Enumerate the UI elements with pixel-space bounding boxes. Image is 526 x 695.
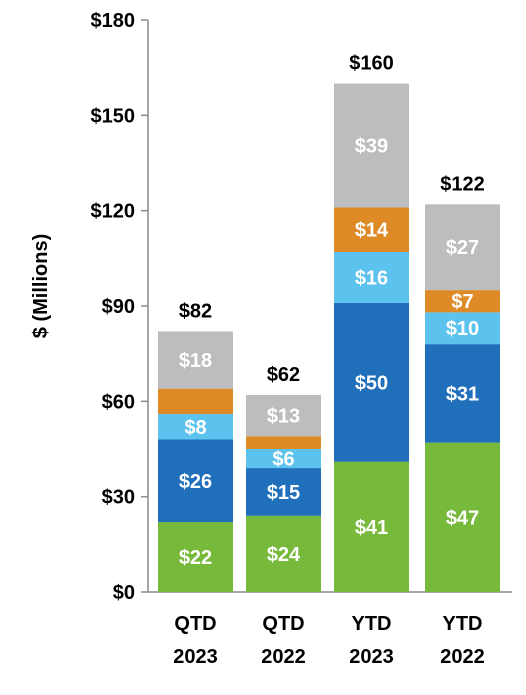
bar-segment-label: $15 <box>267 482 300 504</box>
bar-segment <box>334 207 409 252</box>
bar-segment <box>158 522 233 592</box>
bar-segment-label: $26 <box>179 471 212 493</box>
bar-segment <box>425 442 500 592</box>
y-tick-label: $90 <box>102 296 135 318</box>
bar-segment <box>425 312 500 345</box>
y-tick-label: $0 <box>113 582 135 604</box>
bar-segment <box>246 515 321 592</box>
bar-segment <box>246 449 321 469</box>
x-tick-label: 2023 <box>349 646 394 668</box>
bar-segment <box>334 251 409 303</box>
x-tick-label: 2023 <box>173 646 218 668</box>
y-tick-label: $30 <box>102 487 135 509</box>
bar-segment-label: $22 <box>179 547 212 569</box>
bar-segment <box>158 439 233 523</box>
x-tick-label: QTD <box>262 613 304 635</box>
bar-segment-label: $50 <box>355 372 388 394</box>
bar-segment-label: $13 <box>267 406 300 428</box>
bar-segment-label: $7 <box>451 291 473 313</box>
bar-segment-label: $16 <box>355 267 388 289</box>
x-tick-label: YTD <box>443 613 483 635</box>
bar-segment-label: $18 <box>179 350 212 372</box>
bar-total-label: $122 <box>440 173 485 195</box>
bar-segment-label: $10 <box>446 318 479 340</box>
bar-segment-label: $47 <box>446 507 479 529</box>
bar-segment <box>425 290 500 313</box>
bar-segment <box>334 302 409 462</box>
x-tick-label: 2022 <box>440 646 485 668</box>
bar-segment <box>158 414 233 440</box>
y-tick-label: $180 <box>91 10 136 32</box>
x-tick-label: QTD <box>174 613 216 635</box>
bar-segment <box>246 394 321 437</box>
bar-segment-label: $41 <box>355 517 388 539</box>
bar-segment <box>158 331 233 389</box>
x-tick-label: 2022 <box>261 646 306 668</box>
bar-total-label: $160 <box>349 53 394 75</box>
bar-segment-label: $39 <box>355 136 388 158</box>
bar-segment-label: $27 <box>446 237 479 259</box>
bar-segment-label: $6 <box>272 449 294 471</box>
bar-segment <box>334 83 409 208</box>
bar-segment <box>334 461 409 592</box>
bar-segment <box>425 204 500 291</box>
x-tick-label: YTD <box>352 613 392 635</box>
bar-segment-label: $14 <box>355 220 389 242</box>
bar-total-label: $62 <box>267 364 300 386</box>
bar-segment-label: $24 <box>267 544 301 566</box>
y-axis-title: $ (Millions) <box>30 234 52 338</box>
bar-segment <box>158 388 233 415</box>
bar-segment <box>425 344 500 443</box>
y-tick-label: $120 <box>91 201 136 223</box>
bar-total-label: $82 <box>179 300 212 322</box>
y-tick-label: $60 <box>102 391 135 413</box>
bar-segment <box>246 468 321 516</box>
bar-segment-label: $31 <box>446 383 479 405</box>
bar-segment <box>246 436 321 449</box>
y-tick-label: $150 <box>91 105 136 127</box>
bar-segment-label: $8 <box>184 417 206 439</box>
